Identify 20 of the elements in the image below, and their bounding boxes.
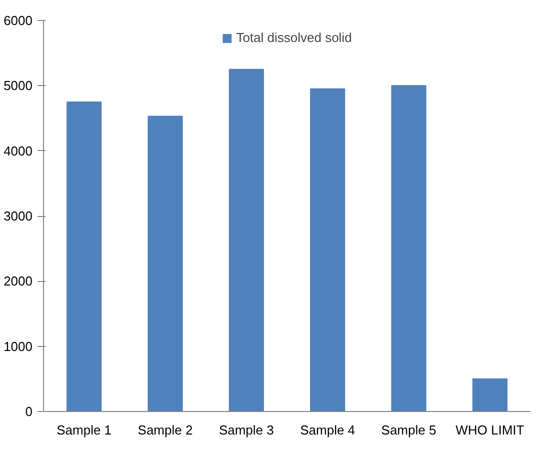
y-tick-label: 2000 <box>4 274 32 289</box>
y-tick-label: 0 <box>25 404 33 419</box>
y-tick-label: 4000 <box>4 143 32 158</box>
legend-label: Total dissolved solid <box>236 30 352 45</box>
y-tick-label: 5000 <box>4 78 32 94</box>
x-tick-label: Sample 5 <box>381 422 436 438</box>
x-tick-label: Sample 2 <box>138 422 193 438</box>
x-tick-label: Sample 3 <box>218 422 274 438</box>
bar <box>66 101 102 412</box>
bar <box>148 116 183 412</box>
bar <box>228 68 264 412</box>
x-tick-label: WHO LIMIT <box>456 422 524 438</box>
y-tick-label: 1000 <box>4 338 32 354</box>
bar <box>472 378 508 412</box>
bar <box>310 88 346 412</box>
y-tick-label: 6000 <box>4 13 32 28</box>
bar <box>391 85 426 412</box>
y-tick-label: 3000 <box>4 208 32 224</box>
x-tick-label: Sample 4 <box>300 422 356 438</box>
x-tick-label: Sample 1 <box>56 422 112 438</box>
